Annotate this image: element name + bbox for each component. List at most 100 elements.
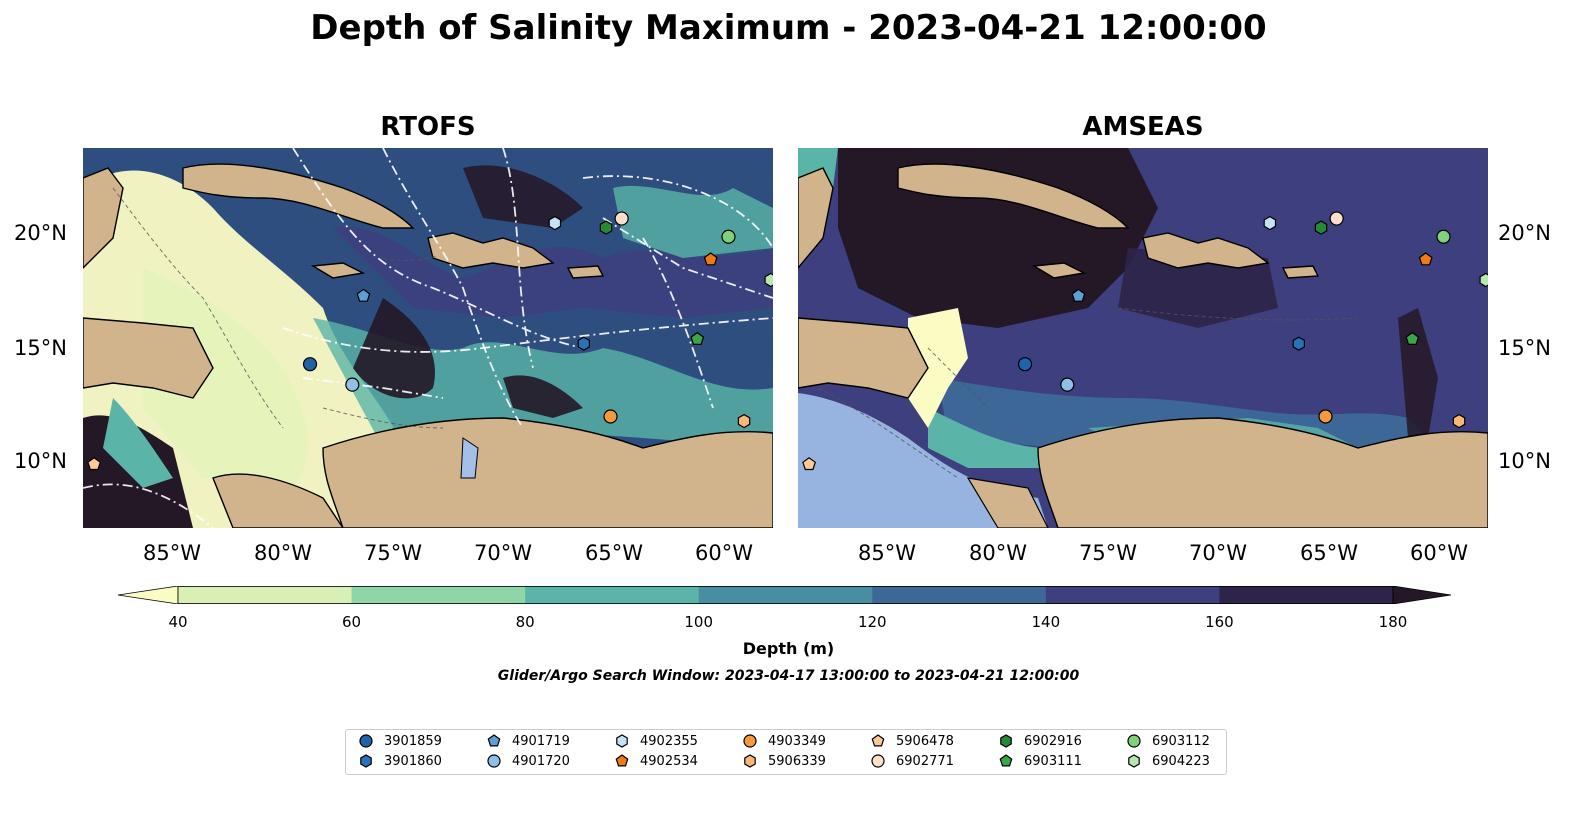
- float-marker-4902355-rtofs[interactable]: [548, 215, 562, 231]
- colorbar-segment: [525, 586, 700, 604]
- legend-marker-4901720[interactable]: [487, 754, 501, 768]
- legend-marker-3901859[interactable]: [359, 734, 373, 748]
- legend-item-6903112: 6903112: [1126, 733, 1210, 749]
- float-marker-4901719-amseas[interactable]: [1071, 288, 1086, 302]
- colorbar-frame: [177, 586, 1394, 604]
- legend-marker-6903111[interactable]: [999, 754, 1013, 767]
- legend-label: 6903112: [1152, 733, 1210, 749]
- legend-label: 6902916: [1024, 733, 1082, 749]
- float-marker-4901720-rtofs[interactable]: [345, 377, 360, 392]
- legend-item-4901719: 4901719: [486, 733, 570, 749]
- float-marker-5906339-rtofs[interactable]: [737, 413, 751, 429]
- lon-label-85w-amseas: 85°W: [858, 541, 916, 565]
- panel-title-amseas: AMSEAS: [1082, 112, 1204, 142]
- lon-label-80w-rtofs: 80°W: [254, 541, 312, 565]
- float-marker-4901720-amseas[interactable]: [1060, 377, 1075, 392]
- legend-item-4902355: 4902355: [614, 733, 698, 749]
- legend-marker-4903349[interactable]: [743, 734, 757, 748]
- float-marker-6902916-amseas[interactable]: [1314, 220, 1328, 235]
- circle-icon: [1127, 734, 1141, 748]
- colorbar-segment: [1219, 586, 1394, 604]
- circle-icon: [871, 754, 885, 768]
- float-marker-4902534-rtofs[interactable]: [703, 252, 718, 266]
- colorbar-segment: [698, 586, 873, 604]
- float-marker-3901860-rtofs[interactable]: [577, 336, 590, 351]
- lon-label-75w-rtofs: 75°W: [364, 541, 422, 565]
- legend-item-5906339: 5906339: [742, 753, 826, 769]
- legend-marker-3901860[interactable]: [360, 754, 372, 768]
- hexagon-icon: [1000, 734, 1012, 748]
- legend-marker-4902534[interactable]: [615, 754, 629, 767]
- legend-label: 5906478: [896, 733, 954, 749]
- legend-item-6904223: 6904223: [1126, 753, 1210, 769]
- float-marker-5906478-rtofs[interactable]: [87, 457, 102, 471]
- legend-marker-4901719[interactable]: [487, 734, 501, 747]
- float-marker-3901859-rtofs[interactable]: [302, 357, 318, 372]
- lat-label-10n-left: 10°N: [14, 449, 67, 473]
- legend-item-6902916: 6902916: [998, 733, 1082, 749]
- float-marker-3901859-amseas[interactable]: [1017, 357, 1033, 372]
- legend-marker-5906339[interactable]: [744, 754, 756, 768]
- float-marker-4902534-amseas[interactable]: [1418, 252, 1433, 266]
- colorbar-tick-label: 180: [1378, 613, 1408, 631]
- float-marker-6903111-amseas[interactable]: [1405, 331, 1420, 345]
- float-marker-5906478-amseas[interactable]: [802, 457, 817, 471]
- legend-marker-5906478[interactable]: [871, 734, 885, 747]
- lon-label-70w-rtofs: 70°W: [474, 541, 532, 565]
- float-marker-6902916-rtofs[interactable]: [599, 220, 613, 235]
- colorbar-tick-label: 60: [342, 613, 362, 631]
- legend-label: 4902534: [640, 753, 698, 769]
- float-marker-4903349-amseas[interactable]: [1318, 409, 1333, 424]
- float-marker-6904223-amseas[interactable]: [1479, 272, 1488, 288]
- lat-label-15n-right: 15°N: [1498, 336, 1551, 360]
- lon-label-75w-amseas: 75°W: [1079, 541, 1137, 565]
- circle-icon: [487, 754, 501, 768]
- float-marker-6902771-amseas[interactable]: [1329, 211, 1344, 226]
- float-marker-6903112-rtofs[interactable]: [721, 229, 736, 244]
- colorbar-segment: [1045, 586, 1220, 604]
- hexagon-icon: [1128, 754, 1140, 768]
- legend-label: 3901860: [384, 753, 442, 769]
- float-marker-4901719-rtofs[interactable]: [356, 288, 371, 302]
- float-marker-4902355-amseas[interactable]: [1263, 215, 1277, 231]
- float-marker-6904223-rtofs[interactable]: [764, 272, 773, 288]
- lat-label-15n-left: 15°N: [14, 336, 67, 360]
- colorbar-over-extend: [1392, 586, 1452, 604]
- colorbar-segment: [351, 586, 526, 604]
- legend-marker-4902355[interactable]: [616, 734, 628, 748]
- legend-marker-6902916[interactable]: [1000, 734, 1012, 748]
- amseas-map[interactable]: [798, 148, 1488, 528]
- rtofs-float-markers: [87, 211, 773, 471]
- float-marker-5906339-amseas[interactable]: [1452, 413, 1466, 429]
- legend-item-5906478: 5906478: [870, 733, 954, 749]
- pentagon-icon: [871, 734, 885, 747]
- float-marker-6902771-rtofs[interactable]: [614, 211, 629, 226]
- float-legend: 3901859 3901860 4901719 4901720 4902355 49025…: [345, 729, 1227, 775]
- colorbar-label: Depth (m): [742, 639, 835, 658]
- float-marker-3901860-amseas[interactable]: [1292, 336, 1305, 351]
- hexagon-icon: [360, 754, 372, 768]
- colorbar-segment: [178, 586, 353, 604]
- rtofs-map[interactable]: [83, 148, 773, 528]
- float-marker-4903349-rtofs[interactable]: [603, 409, 618, 424]
- hexagon-icon: [616, 734, 628, 748]
- legend-marker-6903112[interactable]: [1127, 734, 1141, 748]
- colorbar: [118, 586, 1452, 604]
- lon-label-70w-amseas: 70°W: [1189, 541, 1247, 565]
- lat-label-20n-right: 20°N: [1498, 221, 1551, 245]
- colorbar-tick-label: 160: [1205, 613, 1234, 631]
- lon-label-60w-amseas: 60°W: [1410, 541, 1468, 565]
- legend-marker-6902771[interactable]: [871, 754, 885, 768]
- lon-label-80w-amseas: 80°W: [969, 541, 1027, 565]
- circle-icon: [359, 734, 373, 748]
- hexagon-icon: [744, 754, 756, 768]
- legend-label: 4903349: [768, 733, 826, 749]
- colorbar-tick-label: 80: [515, 613, 535, 631]
- legend-marker-6904223[interactable]: [1128, 754, 1140, 768]
- float-marker-6903111-rtofs[interactable]: [690, 331, 705, 345]
- legend-label: 6903111: [1024, 753, 1082, 769]
- legend-item-6903111: 6903111: [998, 753, 1082, 769]
- float-marker-6903112-amseas[interactable]: [1436, 229, 1451, 244]
- legend-item-4901720: 4901720: [486, 753, 570, 769]
- legend-item-4902534: 4902534: [614, 753, 698, 769]
